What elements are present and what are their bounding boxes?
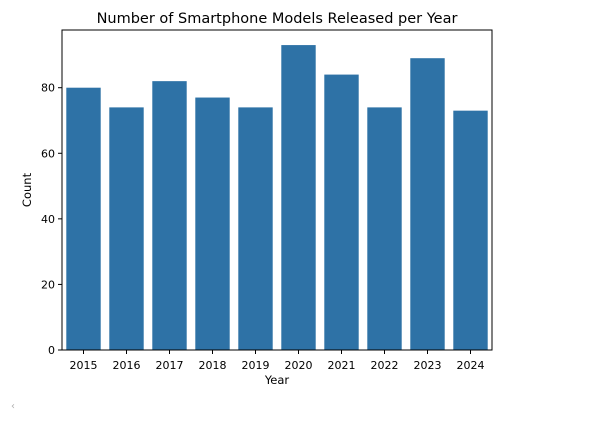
- bar-2023: [410, 58, 445, 350]
- x-tick-label-2020: 2020: [285, 359, 313, 372]
- bars-group: [66, 45, 488, 351]
- bar-2015: [66, 87, 101, 350]
- x-tick-label-2024: 2024: [457, 359, 485, 372]
- x-tick-label-2019: 2019: [242, 359, 270, 372]
- plot-frame: [61, 29, 493, 351]
- y-axis-label: Count: [20, 172, 34, 207]
- bar-2020: [281, 45, 316, 350]
- x-tick-label-2015: 2015: [70, 359, 98, 372]
- scroll-left-icon[interactable]: ‹: [11, 401, 15, 412]
- chart-title: Number of Smartphone Models Released per…: [97, 11, 458, 27]
- x-tick-label-2018: 2018: [199, 359, 227, 372]
- y-tick-label-60: 60: [41, 147, 55, 160]
- bar-2022: [367, 107, 402, 350]
- ticks-group: 2015 2016 2017 2018 2019 2020 2021 2022 2023 2024…: [41, 82, 485, 372]
- x-tick-label-2022: 2022: [371, 359, 399, 372]
- x-tick-label-2016: 2016: [113, 359, 141, 372]
- y-tick-label-80: 80: [41, 82, 55, 95]
- bar-2017: [152, 81, 187, 351]
- x-tick-label-2023: 2023: [414, 359, 442, 372]
- bar-2021: [324, 74, 359, 350]
- bar-2024: [453, 110, 488, 350]
- bar-2019: [238, 107, 273, 350]
- bar-2018: [195, 97, 230, 350]
- x-axis-label: Year: [264, 373, 290, 387]
- y-tick-label-40: 40: [41, 213, 55, 226]
- x-tick-label-2021: 2021: [328, 359, 356, 372]
- y-tick-label-20: 20: [41, 278, 55, 291]
- bar-2016: [109, 107, 144, 350]
- y-tick-label-0: 0: [48, 344, 55, 357]
- x-tick-label-2017: 2017: [156, 359, 184, 372]
